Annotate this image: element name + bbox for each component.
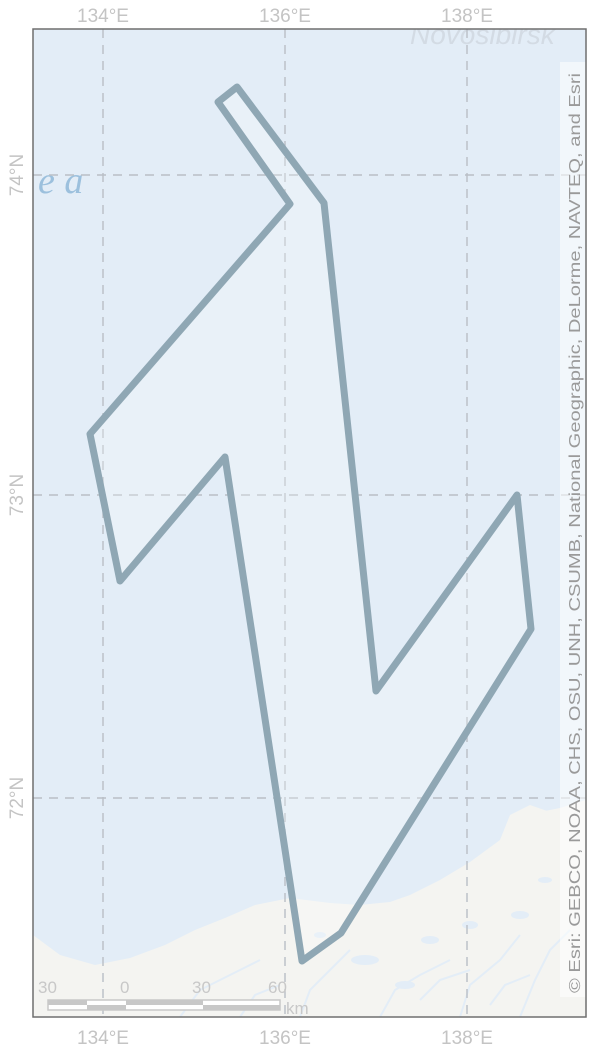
lon-label-bottom-138: 138°E [441,1028,493,1049]
lon-label-top-138: 138°E [441,6,493,27]
scale-label-1: 30 [38,978,57,997]
lat-labels: 74°N 73°N 72°N [7,154,28,819]
scale-label-2: 0 [120,978,129,997]
map-frame [32,28,587,1018]
scale-unit: km [286,999,309,1018]
scale-label-4: 60 [268,978,287,997]
lat-label-74: 74°N [7,154,28,196]
delta-lakes [314,877,552,989]
basemap-place-label: Novosibirsk [410,19,557,50]
lat-label-73: 73°N [7,474,28,516]
lon-label-top-134: 134°E [77,6,129,27]
lat-label-72: 72°N [7,777,28,819]
lon-label-bottom-136: 136°E [259,1028,311,1049]
lon-label-bottom-134: 134°E [77,1028,129,1049]
delta-channels [179,929,571,1017]
track-fill [90,87,531,961]
top-lon-labels: 134°E 136°E 138°E [77,6,493,27]
track-line[interactable] [86,83,535,965]
scale-label-3: 30 [192,978,211,997]
basemap-sea-label: e a [38,160,83,202]
land-coast [33,800,586,1017]
land-east-peninsula [500,805,556,900]
attribution-background [560,62,586,997]
map-panel[interactable]: e a Novosibirsk 30 0 30 60 km [33,19,586,1018]
scale-bar: 30 0 30 60 km [38,978,309,1018]
lon-label-top-136: 136°E [259,6,311,27]
bottom-lon-labels: 134°E 136°E 138°E [77,1028,493,1049]
attribution-text: © Esri: GEBCO, NOAA, CHS, OSU, UNH, CSUM… [567,73,584,993]
